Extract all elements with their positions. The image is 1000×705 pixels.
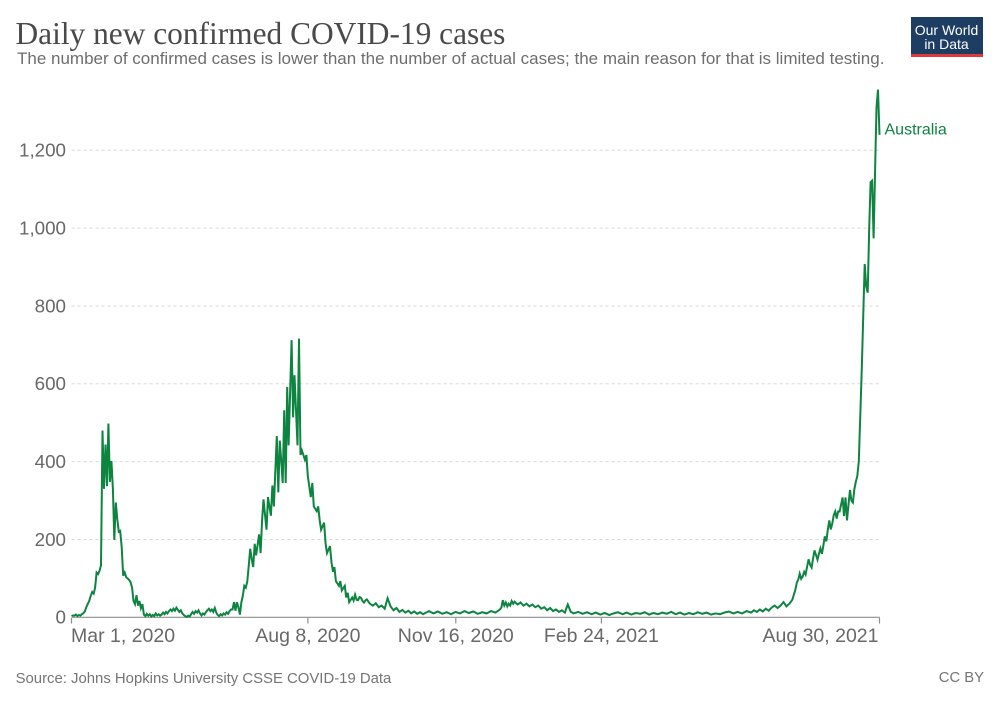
svg-text:200: 200 — [35, 529, 66, 550]
svg-text:Australia: Australia — [885, 122, 947, 139]
svg-text:0: 0 — [56, 607, 66, 628]
svg-text:1,200: 1,200 — [19, 140, 66, 161]
svg-text:600: 600 — [35, 373, 66, 394]
svg-text:Feb 24, 2021: Feb 24, 2021 — [544, 625, 659, 647]
svg-text:1,000: 1,000 — [19, 217, 66, 238]
svg-text:400: 400 — [35, 451, 66, 472]
svg-text:Aug 8, 2020: Aug 8, 2020 — [255, 625, 360, 647]
svg-text:800: 800 — [35, 295, 66, 316]
svg-text:Aug 30, 2021: Aug 30, 2021 — [762, 625, 878, 647]
svg-text:Mar 1, 2020: Mar 1, 2020 — [71, 625, 175, 647]
svg-text:Nov 16, 2020: Nov 16, 2020 — [398, 625, 514, 647]
